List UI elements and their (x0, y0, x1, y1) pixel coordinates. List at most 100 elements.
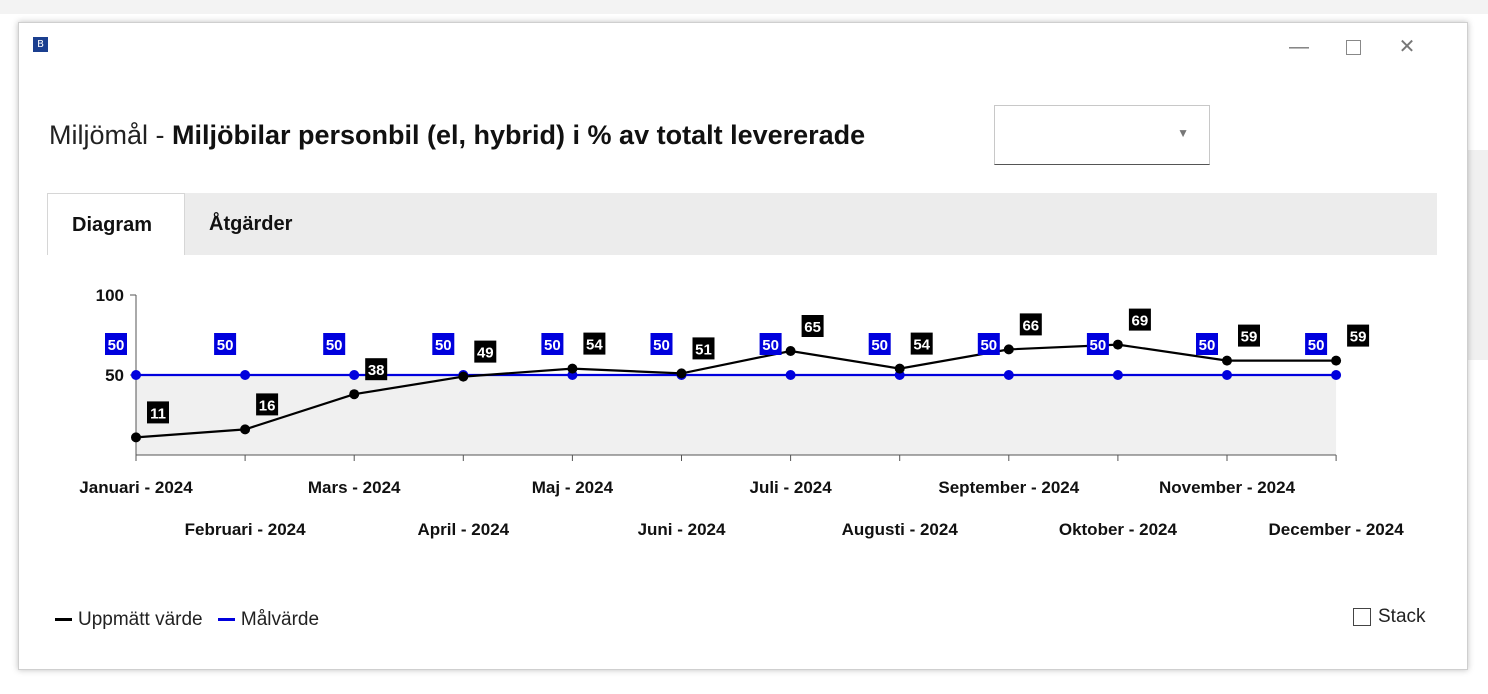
stack-label: Stack (1378, 606, 1426, 627)
close-button[interactable]: ✕ (1398, 36, 1416, 58)
maximize-icon (1345, 40, 1361, 56)
x-tick-label: September - 2024 (938, 478, 1079, 497)
data-label-target-bg (1196, 333, 1218, 355)
legend-item-target: Målvärde (217, 608, 320, 631)
x-tick-label: Juni - 2024 (638, 520, 726, 539)
data-label-target: 50 (435, 337, 452, 354)
data-point-measured (458, 371, 469, 382)
data-label-measured: 51 (695, 341, 712, 358)
data-label-measured: 11 (150, 405, 166, 422)
data-point-measured (676, 368, 687, 379)
data-label-target-bg (1086, 333, 1109, 355)
selection-dropdown[interactable]: ▼ (994, 105, 1210, 165)
maximize-button[interactable] (1335, 29, 1371, 65)
data-label-target: 50 (326, 337, 343, 354)
data-point-target (1331, 370, 1342, 380)
legend-label-target: Målvärde (240, 608, 320, 630)
data-point-measured (894, 363, 905, 374)
data-point-target (1222, 370, 1232, 380)
y-tick-label: 100 (96, 286, 124, 305)
data-label-measured: 54 (586, 337, 603, 354)
legend-swatch-target (217, 618, 235, 621)
x-tick-label: Juli - 2024 (749, 478, 832, 497)
data-point-measured (1222, 355, 1232, 366)
series-line-measured (135, 343, 1337, 439)
legend-label-measured: Uppmätt värde (78, 608, 203, 630)
data-label-measured-bg (801, 315, 824, 337)
data-point-target (240, 370, 251, 380)
data-label-measured: 59 (1241, 329, 1258, 346)
data-label-measured-bg (1128, 308, 1151, 331)
x-tick-label: Maj - 2024 (532, 478, 614, 497)
data-label-target: 50 (544, 337, 561, 354)
data-label-measured: 38 (368, 362, 385, 379)
data-label-target: 50 (762, 337, 779, 354)
data-label-measured-bg (1238, 324, 1260, 347)
data-point-measured (567, 363, 578, 374)
data-point-measured (1112, 339, 1123, 350)
data-label-target: 50 (653, 337, 670, 354)
data-point-measured (349, 389, 360, 400)
data-label-measured-bg (910, 332, 933, 355)
data-point-measured (785, 346, 796, 356)
data-label-measured: 69 (1132, 313, 1149, 330)
data-label-target-bg (323, 333, 346, 355)
data-point-measured (1003, 344, 1014, 355)
legend-item-measured: Uppmätt värde (55, 609, 203, 631)
x-tick-label: November - 2024 (1159, 478, 1296, 497)
tab-atgarder[interactable]: Åtgärder (209, 213, 293, 235)
data-label-measured-bg (147, 401, 169, 424)
data-label-target-bg (214, 333, 237, 355)
data-label-target: 50 (1308, 337, 1325, 354)
checkbox-icon (1353, 608, 1371, 626)
data-label-target-bg (1305, 333, 1328, 355)
x-tick-label: Oktober - 2024 (1059, 520, 1178, 539)
data-label-measured: 65 (804, 319, 821, 336)
data-label-measured: 16 (259, 397, 276, 414)
tab-diagram[interactable]: Diagram (47, 193, 185, 255)
title-prefix: Miljömål - (49, 120, 173, 150)
line-chart: 50 100 Januari - 2024 Februari - 2024 Mars -… (79, 286, 1404, 539)
data-label-target-bg (759, 333, 782, 355)
stack-checkbox[interactable]: Stack (1353, 605, 1426, 629)
data-label-measured: 49 (477, 345, 494, 362)
data-point-measured (131, 432, 141, 443)
data-label-target-bg (868, 333, 891, 355)
title-indicator: Miljöbilar personbil (el, hybrid) i % av… (172, 120, 866, 150)
x-tick-label: Augusti - 2024 (842, 520, 959, 539)
data-label-measured-bg (1347, 324, 1370, 347)
data-label-target-bg (432, 333, 455, 355)
data-point-target (1003, 370, 1014, 380)
data-label-measured: 66 (1022, 317, 1039, 334)
data-label-target: 50 (1199, 337, 1216, 354)
data-label-measured-bg (583, 332, 606, 355)
x-tick-label: Januari - 2024 (79, 478, 193, 497)
plot-area-fill (136, 375, 1337, 455)
data-point-target (1112, 370, 1123, 380)
data-label-target: 50 (871, 337, 888, 354)
background-band (0, 0, 1488, 14)
data-label-measured-bg (365, 358, 388, 381)
x-tick-label: April - 2024 (417, 520, 509, 539)
data-point-measured (1331, 355, 1342, 366)
y-tick-label: 50 (105, 366, 124, 385)
data-point-target (785, 370, 796, 380)
tab-bar: Diagram Åtgärder (47, 193, 1437, 255)
data-label-target: 50 (108, 337, 125, 354)
data-label-measured: 59 (1350, 329, 1367, 346)
data-label-target-bg (105, 333, 127, 355)
data-label-measured-bg (692, 337, 715, 360)
x-tick-label: Mars - 2024 (308, 478, 401, 497)
data-point-target (349, 370, 360, 380)
data-label-target-bg (541, 333, 564, 355)
data-label-target-bg (977, 333, 1000, 355)
data-label-measured-bg (474, 340, 497, 363)
minimize-button[interactable]: — (1289, 36, 1309, 58)
data-point-measured (240, 424, 251, 435)
background-band-right (1466, 150, 1488, 360)
data-label-target-bg (650, 333, 673, 355)
chevron-down-icon: ▼ (1177, 126, 1189, 140)
data-label-target: 50 (1090, 337, 1107, 354)
x-tick-label: Februari - 2024 (185, 520, 306, 539)
data-label-measured: 54 (913, 337, 930, 354)
